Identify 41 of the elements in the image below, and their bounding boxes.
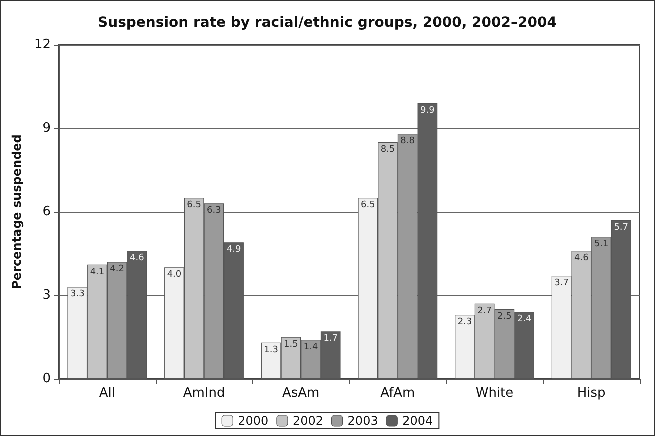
x-tick-label: All — [99, 386, 116, 401]
y-tick-label: 3 — [42, 288, 51, 303]
data-label: 1.4 — [304, 342, 318, 353]
legend-label: 2002 — [292, 414, 324, 428]
data-label: 4.6 — [574, 253, 590, 264]
y-tick-label: 12 — [34, 38, 51, 52]
data-label: 3.3 — [70, 290, 85, 300]
data-label: 4.1 — [90, 267, 105, 278]
data-label: 6.3 — [207, 206, 222, 216]
x-tick-label: AfAm — [380, 386, 416, 401]
y-tick-label: 9 — [42, 121, 51, 136]
data-label: 9.9 — [420, 106, 436, 116]
y-tick-label: 0 — [42, 372, 51, 386]
x-tick-label: AsAm — [282, 386, 320, 401]
x-tick-label: White — [476, 386, 514, 401]
data-label: 5.1 — [594, 240, 609, 250]
y-tick-label: 6 — [42, 204, 51, 220]
data-label: 1.7 — [324, 334, 338, 344]
x-tick-label: Hisp — [577, 386, 606, 401]
data-label: 6.5 — [360, 200, 376, 211]
legend-label: 2000 — [238, 414, 269, 428]
data-label: 2.3 — [458, 317, 472, 328]
legend-label: 2003 — [348, 414, 378, 428]
y-axis-title: Percentage suspended — [10, 134, 24, 290]
data-label: 1.3 — [264, 345, 278, 356]
chart-title: Suspension rate by racial/ethnic groups, 2000, 2002–2004 — [98, 15, 558, 31]
data-label: 4.6 — [130, 253, 145, 264]
data-label: 1.5 — [284, 340, 298, 350]
data-label: 5.7 — [614, 222, 629, 233]
data-label: 3.7 — [554, 278, 569, 289]
data-label: 8.8 — [400, 136, 416, 147]
data-label: 4.9 — [226, 245, 242, 256]
data-label: 8.5 — [380, 144, 396, 155]
data-label: 4.0 — [167, 270, 182, 280]
data-label: 6.5 — [187, 200, 202, 211]
x-tick-label: AmInd — [183, 386, 226, 401]
data-label: 2.5 — [498, 312, 512, 322]
data-label: 2.7 — [478, 306, 492, 316]
legend-label: 2004 — [402, 414, 434, 428]
data-label: 4.2 — [110, 264, 125, 275]
data-label: 2.4 — [517, 314, 532, 325]
